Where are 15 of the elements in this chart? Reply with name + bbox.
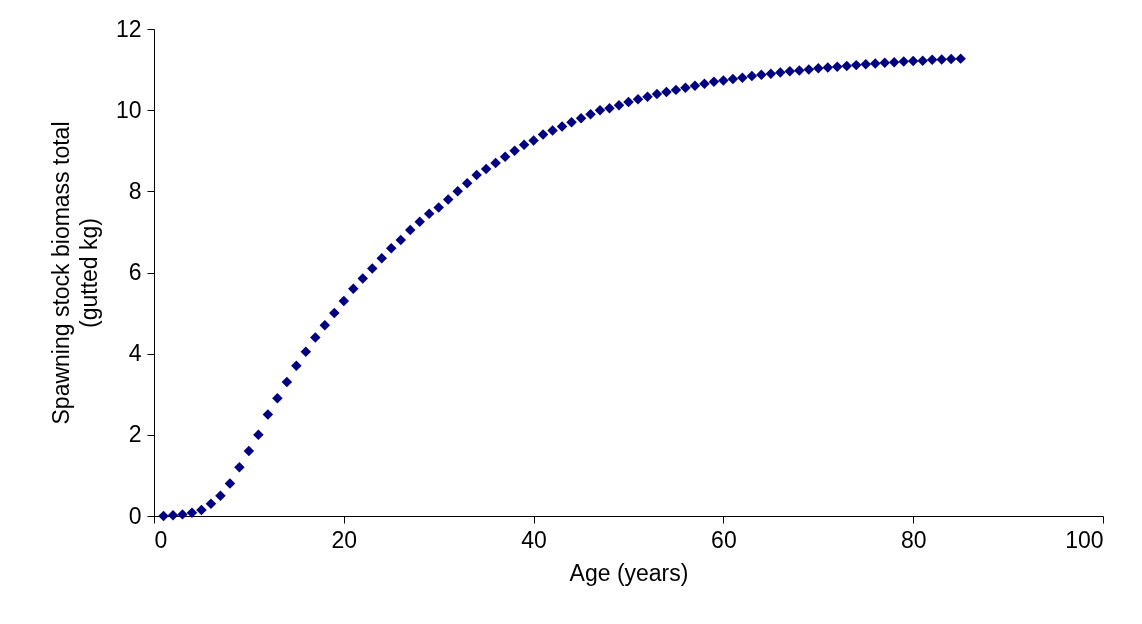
x-axis-title: Age (years) <box>569 559 689 586</box>
y-tick-label: 4 <box>128 340 142 367</box>
x-tick-label: 0 <box>154 526 168 553</box>
y-tick-label: 2 <box>128 421 142 448</box>
x-tick-label: 80 <box>900 526 927 553</box>
y-axis-title: Spawning stock biomass total (gutted kg) <box>47 121 102 425</box>
y-tick-label: 6 <box>128 259 142 285</box>
x-tick-label: 100 <box>1065 526 1104 553</box>
y-tick-label: 0 <box>128 502 142 529</box>
x-tick-label: 40 <box>521 526 547 553</box>
y-tick-label: 12 <box>115 15 142 42</box>
x-tick-label: 60 <box>711 526 737 553</box>
y-tick-label: 10 <box>115 96 142 123</box>
y-tick-label: 8 <box>128 177 142 204</box>
x-tick-label: 20 <box>331 526 358 553</box>
